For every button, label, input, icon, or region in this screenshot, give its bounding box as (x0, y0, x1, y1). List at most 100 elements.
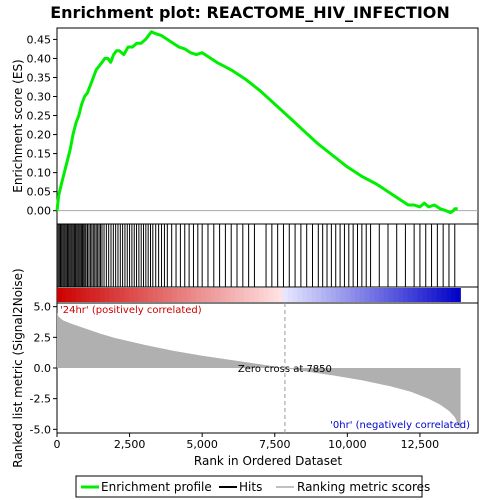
heatbar-cell (345, 288, 351, 302)
enrichment-profile-line (55, 30, 458, 215)
hits-marks (57, 224, 456, 287)
metric-y-axis-label: Ranked list metric (Signal2Noise) (11, 268, 25, 467)
heatbar-cell (388, 288, 394, 302)
heatbar-cell (340, 288, 346, 302)
heatbar-cell (210, 288, 216, 302)
es-y-tick-label: 0.05 (27, 186, 52, 199)
heatbar-cell (450, 288, 457, 302)
legend-label-hits: Hits (239, 480, 262, 494)
es-panel-frame (56, 27, 479, 225)
heatbar-cell (253, 288, 260, 302)
heatbar-cell (201, 288, 207, 302)
x-tick-label: 2,500 (114, 438, 146, 451)
heatbar-cell (306, 288, 312, 302)
x-axis: 0 2,500 5,000 7,500 10,000 12,500 (54, 433, 440, 451)
heatbar-cell (100, 288, 106, 302)
es-y-tick-label: 0.35 (27, 71, 52, 84)
legend-box (75, 475, 423, 498)
heatbar-cell (119, 288, 125, 302)
es-y-tick-label: 0.40 (27, 52, 52, 65)
heatbar-cell (215, 288, 221, 302)
x-tick-label: 12,500 (401, 438, 440, 451)
heatbar-cell (162, 288, 168, 302)
positive-correlation-label: '24hr' (positively correlated) (60, 305, 202, 316)
heatbar-cell (292, 288, 298, 302)
heatbar-cell (326, 288, 332, 302)
es-y-tick-label: 0.25 (27, 110, 52, 123)
heatbar-cell (249, 288, 255, 302)
heatbar-cell (109, 288, 115, 302)
chart-title: Enrichment plot: REACTOME_HIV_INFECTION (50, 3, 450, 22)
es-y-tick-label: 0.00 (27, 205, 52, 218)
heatbar-cell (364, 288, 370, 302)
heatbar-cell (105, 288, 111, 302)
heatbar-cell (268, 288, 274, 302)
heatbar-cell (90, 288, 96, 302)
x-tick-label: 7,500 (259, 438, 291, 451)
heatbar-cell (76, 288, 82, 302)
heatbar-cell (129, 288, 135, 302)
heatbar-cell (350, 288, 356, 302)
x-tick-label: 10,000 (328, 438, 367, 451)
metric-y-tick-label: -2.5 (30, 393, 51, 406)
heatbar-cell (412, 288, 418, 302)
heatbar-cell (441, 288, 447, 302)
zero-cross-label: Zero cross at 7850 (238, 364, 332, 375)
heatbar-cell (311, 288, 317, 302)
metric-y-axis: -5.0 -2.5 0.0 2.5 5.0 (30, 301, 57, 436)
heatbar-cell (316, 288, 322, 302)
heatbar-cell (335, 288, 341, 302)
heatbar-cell (244, 288, 250, 302)
heatbar-cell (143, 288, 149, 302)
legend-label-metric: Ranking metric scores (297, 480, 430, 494)
heatbar-cell (191, 288, 197, 302)
heatbar-cell (114, 288, 120, 302)
heatbar-cell (398, 288, 404, 302)
es-y-axis: 0.00 0.05 0.10 0.15 0.20 0.25 0.30 0.35 0.40 0.45 (27, 33, 57, 218)
heatbar-cell (234, 288, 240, 302)
negative-correlation-label: '0hr' (negatively correlated) (330, 420, 470, 431)
heatbar-cell (172, 288, 178, 302)
heatbar-cell (239, 288, 245, 302)
heatbar-cell (81, 288, 87, 302)
es-y-tick-label: 0.20 (27, 129, 52, 142)
heatbar-cell (278, 288, 284, 302)
heatbar-cell (378, 288, 385, 302)
heatbar-cell (436, 288, 442, 302)
heatbar-cell (61, 288, 67, 302)
heatbar-cell (374, 288, 380, 302)
heatbar-cell (422, 288, 428, 302)
heatbar-cell (302, 288, 308, 302)
heatbar-cell (186, 288, 192, 302)
heatbar-cell (273, 288, 279, 302)
heatbar-cell (446, 288, 452, 302)
heatbar-cell (153, 288, 159, 302)
metric-y-tick-label: -5.0 (30, 423, 51, 436)
es-y-tick-label: 0.45 (27, 33, 52, 46)
heatbar-cell (354, 288, 360, 302)
heatbar-cell (95, 288, 101, 302)
metric-y-tick-label: 0.0 (34, 362, 52, 375)
heatbar-cell (167, 288, 173, 302)
heatbar-cell (220, 288, 226, 302)
metric-y-tick-label: 5.0 (34, 301, 52, 314)
x-tick-label: 0 (54, 438, 61, 451)
heatbar-cell (431, 288, 437, 302)
heatbar-cell (133, 288, 139, 302)
heatbar-cell (407, 288, 413, 302)
heatbar-cell (426, 288, 433, 302)
heatbar-cell (71, 288, 77, 302)
es-y-tick-label: 0.30 (27, 91, 52, 104)
heatbar-cell (417, 288, 423, 302)
metric-y-tick-label: 2.5 (34, 331, 52, 344)
heatbar-cell (196, 288, 202, 302)
heatbar-cell (287, 288, 293, 302)
es-y-tick-label: 0.15 (27, 148, 52, 161)
heatbar-cell (330, 288, 336, 302)
heatbar-cell (282, 288, 288, 302)
heatbar-cell (148, 288, 154, 302)
heatbar-cell (383, 288, 389, 302)
heatbar-cell (177, 288, 183, 302)
es-y-axis-label: Enrichment score (ES) (11, 59, 25, 192)
